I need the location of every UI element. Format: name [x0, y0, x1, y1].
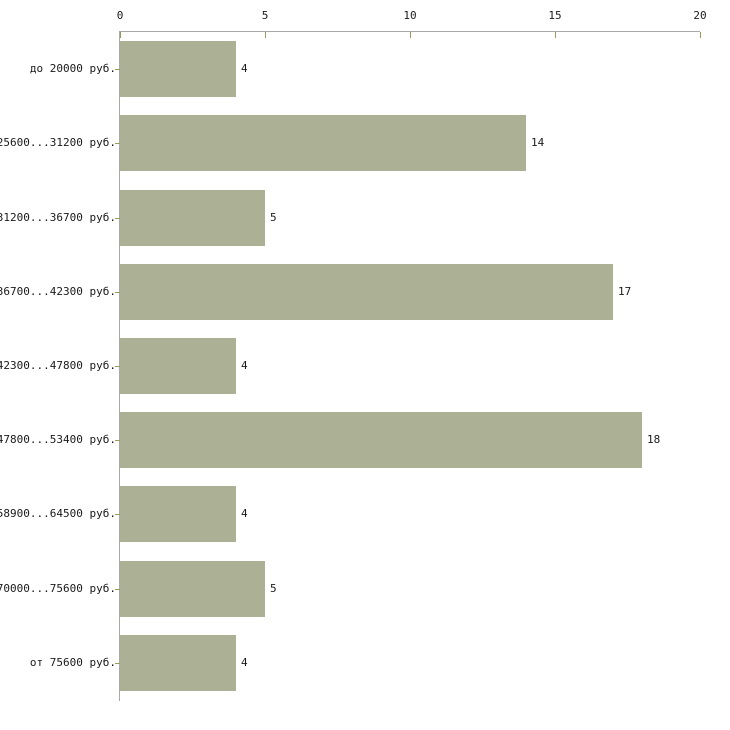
y-axis-tick — [115, 440, 120, 441]
y-axis-tick — [115, 514, 120, 515]
x-axis-tick — [265, 32, 266, 38]
x-axis-line — [120, 31, 700, 32]
category-label: 36700...42300 руб. — [0, 285, 116, 298]
x-axis-tick — [555, 32, 556, 38]
bar-value-label: 4 — [241, 359, 248, 372]
x-axis-tick — [120, 32, 121, 38]
y-axis-tick — [115, 69, 120, 70]
category-label: 42300...47800 руб. — [0, 359, 116, 372]
bar[interactable] — [120, 338, 236, 394]
x-axis-tick-label: 15 — [548, 9, 562, 22]
bar[interactable] — [120, 486, 236, 542]
bar-value-label: 4 — [241, 62, 248, 75]
bar[interactable] — [120, 635, 236, 691]
y-axis-tick — [115, 292, 120, 293]
category-label: 70000...75600 руб. — [0, 582, 116, 595]
bar[interactable] — [120, 41, 236, 97]
x-axis-tick-label: 5 — [261, 9, 269, 22]
bar[interactable] — [120, 561, 265, 617]
category-label: 25600...31200 руб. — [0, 136, 116, 149]
y-axis-tick — [115, 143, 120, 144]
bar[interactable] — [120, 115, 526, 171]
bar[interactable] — [120, 264, 613, 320]
category-label: 58900...64500 руб. — [0, 507, 116, 520]
y-axis-tick — [115, 589, 120, 590]
x-axis-tick-label: 20 — [693, 9, 707, 22]
category-label: 31200...36700 руб. — [0, 211, 116, 224]
x-axis-tick — [700, 32, 701, 38]
bar-value-label: 18 — [647, 433, 661, 446]
category-label: 47800...53400 руб. — [0, 433, 116, 446]
bar[interactable] — [120, 412, 642, 468]
category-label: до 20000 руб. — [29, 62, 116, 75]
y-axis-tick — [115, 366, 120, 367]
bar-value-label: 4 — [241, 656, 248, 669]
bar-value-label: 4 — [241, 507, 248, 520]
bar-value-label: 14 — [531, 136, 545, 149]
y-axis-tick — [115, 663, 120, 664]
bar[interactable] — [120, 190, 265, 246]
bar-value-label: 17 — [618, 285, 632, 298]
bar-value-label: 5 — [270, 582, 277, 595]
x-axis-tick-label: 10 — [403, 9, 417, 22]
category-label: от 75600 руб. — [29, 656, 116, 669]
y-axis-tick — [115, 218, 120, 219]
bar-value-label: 5 — [270, 211, 277, 224]
x-axis-tick — [410, 32, 411, 38]
x-axis-tick-label: 0 — [116, 9, 124, 22]
